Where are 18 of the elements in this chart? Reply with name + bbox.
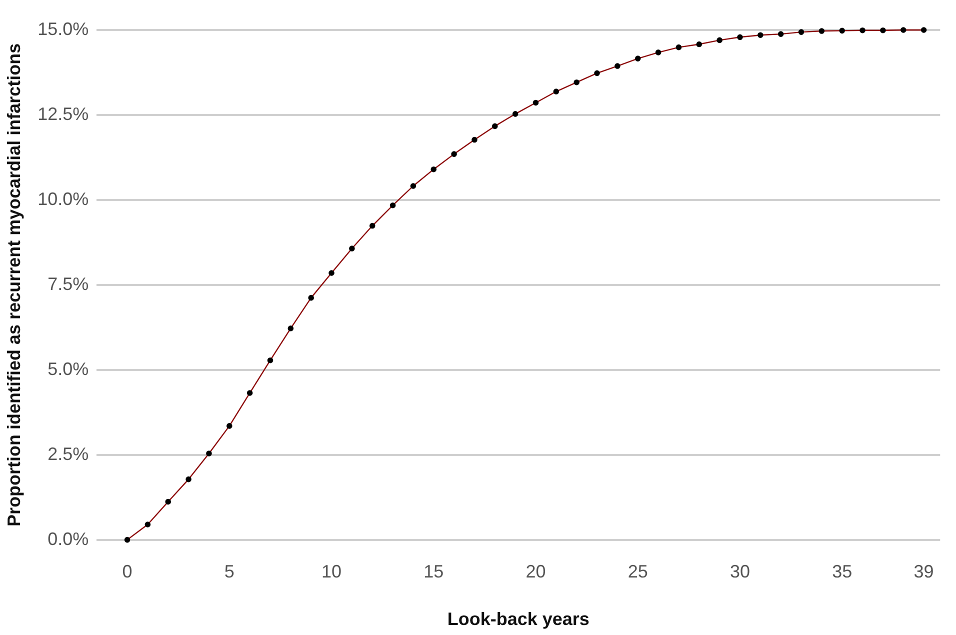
x-axis-title: Look-back years [447,609,590,630]
x-tick-label: 35 [832,562,852,582]
x-tick-label: 10 [321,562,342,582]
x-tick-label: 30 [730,562,750,582]
y-tick-label: 7.5% [48,274,89,294]
x-tick-label: 15 [424,562,444,582]
y-tick-label: 15.0% [38,18,89,39]
x-tick-label: 5 [224,562,234,582]
x-tick-label: 0 [122,562,132,582]
y-tick-label: 2.5% [48,444,89,464]
y-tick-label: 10.0% [38,188,89,209]
x-tick-label: 25 [628,562,648,582]
y-tick-label: 5.0% [48,358,89,379]
y-tick-label: 0.0% [48,528,89,549]
y-axis-title: Proportion identified as recurrent myocardial infarctions [4,43,24,526]
x-tick-label: 39 [914,562,934,582]
y-tick-label: 12.5% [38,104,89,124]
x-tick-label: 20 [526,562,546,582]
